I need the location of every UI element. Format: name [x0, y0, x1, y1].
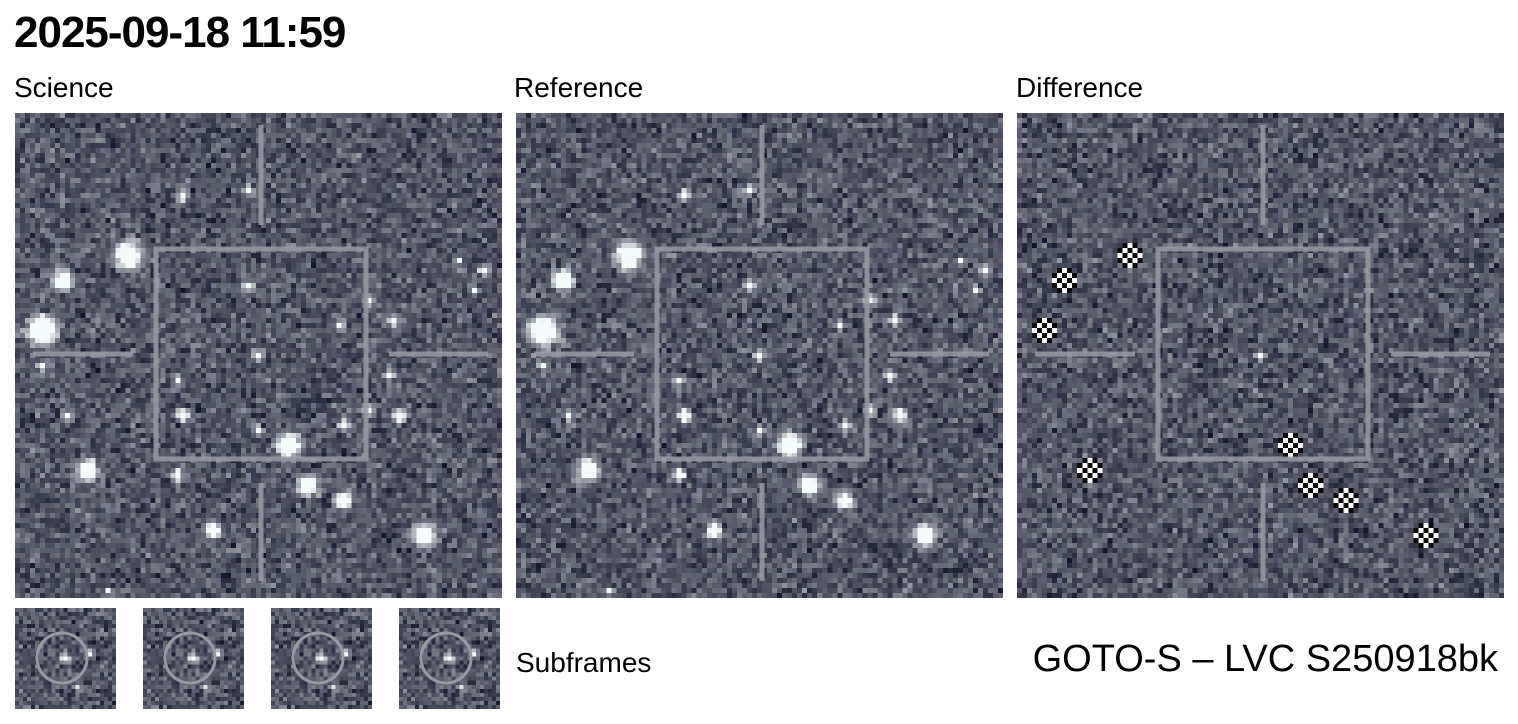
aperture-circle: [419, 631, 473, 685]
subframes-label: Subframes: [516, 647, 652, 678]
difference-image: [1017, 113, 1504, 598]
target-box: [1155, 246, 1371, 462]
subframe-thumbnail: [15, 608, 116, 709]
aperture-ring: [291, 631, 345, 685]
crosshair-overlay: [1035, 125, 1490, 581]
aperture-ring: [419, 631, 473, 685]
science-label: Science: [14, 72, 114, 103]
reference-label: Reference: [514, 72, 644, 103]
target-box: [654, 246, 870, 462]
aperture-circle: [291, 631, 345, 685]
subframe-thumbnail: [143, 608, 244, 709]
subframe-thumbnail: [271, 608, 372, 709]
aperture-circle: [163, 631, 217, 685]
aperture-ring: [163, 631, 217, 685]
reference-image: [516, 113, 1003, 598]
aperture-circle: [35, 631, 89, 685]
page-title: 2025-09-18 11:59: [14, 8, 346, 57]
crosshair-overlay: [534, 125, 989, 581]
science-image: [15, 113, 502, 598]
difference-label: Difference: [1016, 72, 1144, 103]
subframe-thumbnail: [399, 608, 500, 709]
event-label: GOTO-S – LVC S250918bk: [1032, 638, 1498, 680]
crosshair-overlay: [33, 125, 488, 581]
target-box: [153, 246, 369, 462]
aperture-ring: [35, 631, 89, 685]
